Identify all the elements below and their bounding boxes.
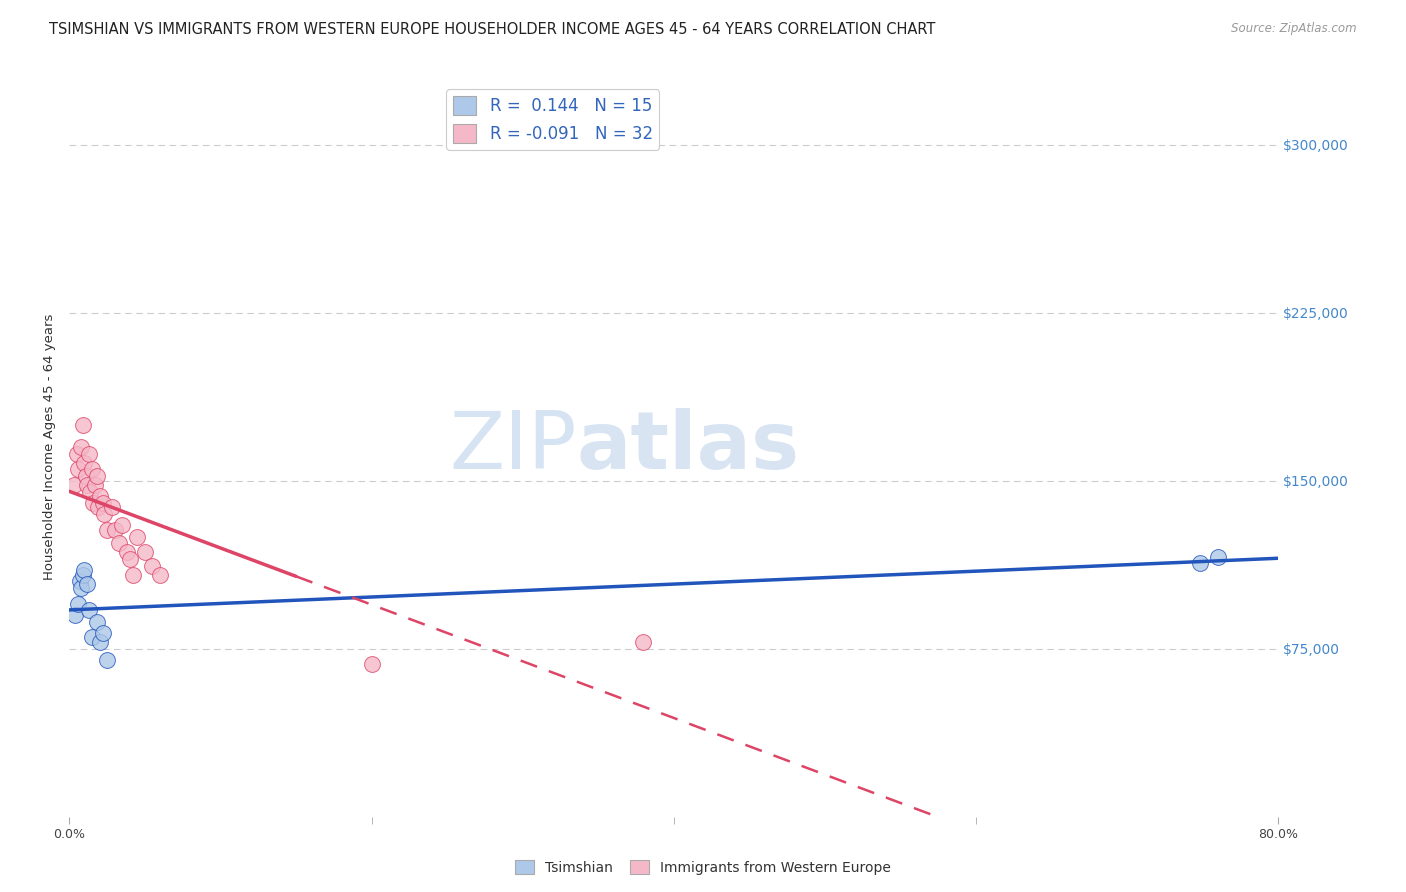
Text: atlas: atlas <box>576 408 800 486</box>
Point <box>118 552 141 566</box>
Legend: Tsimshian, Immigrants from Western Europe: Tsimshian, Immigrants from Western Europ… <box>509 855 897 880</box>
Point <box>66 447 89 461</box>
Point <box>84 478 107 492</box>
Point <box>80 462 103 476</box>
Point <box>100 500 122 515</box>
Point <box>96 523 118 537</box>
Point <box>141 558 163 573</box>
Point <box>72 417 94 432</box>
Point <box>80 631 103 645</box>
Point <box>115 545 138 559</box>
Point <box>77 603 100 617</box>
Y-axis label: Householder Income Ages 45 - 64 years: Householder Income Ages 45 - 64 years <box>44 314 56 580</box>
Text: ZIP: ZIP <box>450 408 576 486</box>
Point <box>76 478 98 492</box>
Point <box>79 484 101 499</box>
Point <box>82 496 104 510</box>
Point <box>633 635 655 649</box>
Point <box>108 536 131 550</box>
Point <box>127 530 149 544</box>
Point <box>121 567 143 582</box>
Point <box>87 500 110 515</box>
Point <box>72 567 94 582</box>
Point <box>69 574 91 589</box>
Point <box>70 440 93 454</box>
Point <box>75 469 97 483</box>
Point <box>89 635 111 649</box>
Point <box>77 447 100 461</box>
Point <box>67 597 90 611</box>
Point <box>91 496 114 510</box>
Point <box>67 462 90 476</box>
Point <box>73 563 96 577</box>
Point <box>149 567 172 582</box>
Point <box>86 469 108 483</box>
Point <box>89 489 111 503</box>
Point <box>1188 557 1211 571</box>
Text: TSIMSHIAN VS IMMIGRANTS FROM WESTERN EUROPE HOUSEHOLDER INCOME AGES 45 - 64 YEAR: TSIMSHIAN VS IMMIGRANTS FROM WESTERN EUR… <box>49 22 935 37</box>
Legend: R =  0.144   N = 15, R = -0.091   N = 32: R = 0.144 N = 15, R = -0.091 N = 32 <box>446 89 659 150</box>
Point <box>134 545 156 559</box>
Point <box>111 518 134 533</box>
Point <box>86 615 108 629</box>
Point <box>70 581 93 595</box>
Point <box>76 576 98 591</box>
Point <box>1206 549 1229 564</box>
Point <box>93 507 115 521</box>
Point <box>360 657 382 672</box>
Point <box>63 478 86 492</box>
Point <box>65 607 87 622</box>
Point <box>104 523 127 537</box>
Point <box>73 456 96 470</box>
Point <box>96 653 118 667</box>
Text: Source: ZipAtlas.com: Source: ZipAtlas.com <box>1232 22 1357 36</box>
Point <box>91 625 114 640</box>
